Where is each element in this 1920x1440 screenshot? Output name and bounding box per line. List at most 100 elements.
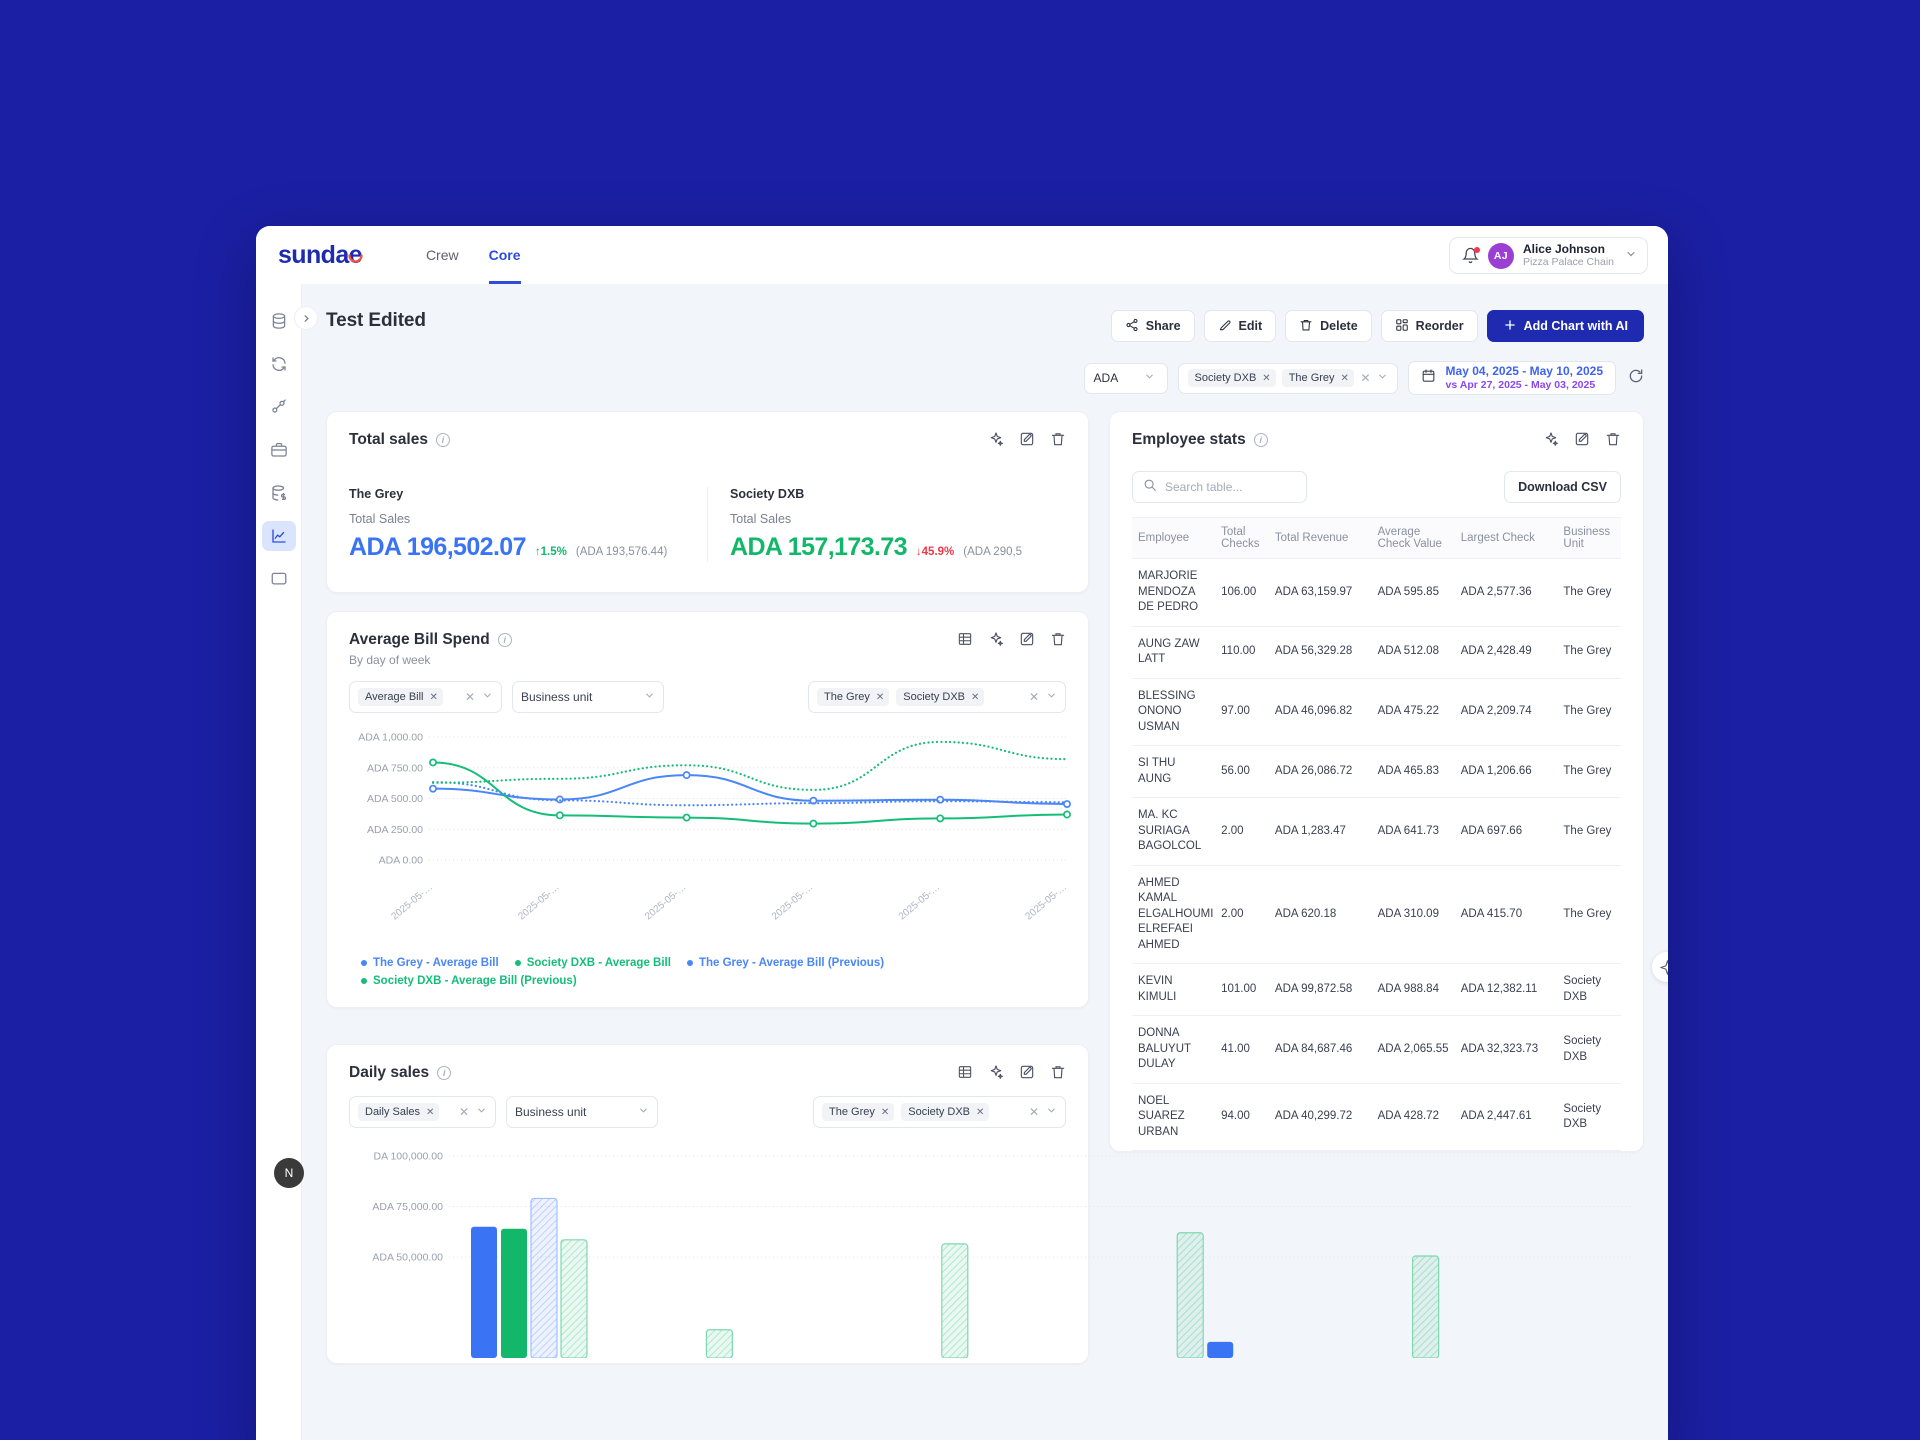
close-icon[interactable]: ✕ — [976, 1106, 985, 1118]
sidebar-expand-button[interactable] — [294, 306, 318, 330]
clear-all-icon[interactable]: ✕ — [1028, 1105, 1039, 1119]
chevron-down-icon[interactable] — [1377, 371, 1388, 385]
chevron-down-icon[interactable] — [1046, 1105, 1057, 1119]
clear-all-icon[interactable]: ✕ — [458, 1105, 469, 1119]
share-button[interactable]: Share — [1110, 310, 1195, 342]
edit-icon[interactable] — [1019, 631, 1035, 647]
table-column-header[interactable]: Largest Check — [1454, 517, 1558, 559]
ai-sparkle-icon[interactable] — [1543, 431, 1559, 447]
sidebar-item-revenue[interactable] — [262, 478, 296, 508]
table-row[interactable]: AUNG ZAW LATT 110.00 ADA 56,329.28 ADA 512.… — [1132, 626, 1621, 679]
sidebar-item-database[interactable] — [262, 306, 296, 336]
info-icon[interactable]: i — [437, 1066, 452, 1080]
chevron-down-icon[interactable] — [476, 1105, 487, 1119]
ai-sparkle-icon[interactable] — [988, 631, 1004, 647]
sidebar-item-connections[interactable] — [262, 392, 296, 422]
metric-chip[interactable]: Daily Sales ✕ — [358, 1103, 440, 1121]
ai-sparkle-icon[interactable] — [988, 431, 1004, 447]
tab-core[interactable]: Core — [488, 226, 521, 284]
chevron-down-icon[interactable] — [482, 690, 493, 704]
sundae-logo[interactable]: sundae — [278, 242, 364, 268]
business-unit-filter[interactable]: Society DXB ✕ The Grey ✕ ✕ — [1177, 362, 1398, 394]
unit-chip[interactable]: Society DXB ✕ — [901, 1103, 990, 1121]
bar[interactable] — [501, 1228, 527, 1358]
ai-sparkle-icon[interactable] — [988, 1064, 1004, 1080]
info-icon[interactable]: i — [497, 633, 512, 647]
filter-chip[interactable]: The Grey ✕ — [1281, 369, 1354, 387]
metric-chip[interactable]: Average Bill ✕ — [358, 688, 443, 706]
table-row[interactable]: DONNA BALUYUT DULAY 41.00 ADA 84,687.46 ADA… — [1132, 1015, 1621, 1084]
trash-icon[interactable] — [1050, 631, 1066, 647]
currency-select[interactable]: ADA — [1083, 362, 1168, 394]
table-column-header[interactable]: Employee — [1132, 517, 1216, 559]
legend-item[interactable]: The Grey - Average Bill — [361, 957, 499, 969]
table-row[interactable]: BLESSING ONONO USMAN 97.00 ADA 46,096.82 AD… — [1132, 678, 1621, 747]
table-column-header[interactable]: Business Unit — [1557, 517, 1621, 559]
unit-chip[interactable]: Society DXB ✕ — [896, 688, 985, 706]
table-row[interactable]: NOEL SUAREZ URBAN 94.00 ADA 40,299.72 ADA 4… — [1132, 1083, 1621, 1152]
legend-item[interactable]: Society DXB - Average Bill — [514, 957, 671, 969]
table-view-icon[interactable] — [957, 631, 973, 647]
table-view-icon[interactable] — [957, 1064, 973, 1080]
search-input[interactable] — [1165, 480, 1296, 494]
bar[interactable] — [1176, 1232, 1204, 1359]
sidebar-item-chat[interactable] — [262, 564, 296, 594]
table-row[interactable]: KEVIN KIMULI 101.00 ADA 99,872.58 ADA 988.8… — [1132, 963, 1621, 1017]
trash-icon[interactable] — [1050, 431, 1066, 447]
edit-icon[interactable] — [1019, 431, 1035, 447]
daily-sales-unit-select[interactable]: The Grey ✕ Society DXB ✕ ✕ — [813, 1096, 1066, 1128]
bar[interactable] — [941, 1243, 969, 1359]
sidebar-item-analytics[interactable] — [261, 521, 296, 551]
table-column-header[interactable]: Total Checks — [1215, 517, 1269, 559]
close-icon[interactable]: ✕ — [426, 1106, 435, 1118]
chevron-down-icon[interactable] — [1625, 248, 1637, 263]
edit-icon[interactable] — [1574, 431, 1590, 447]
close-icon[interactable]: ✕ — [429, 691, 438, 703]
download-csv-button[interactable]: Download CSV — [1504, 471, 1621, 503]
table-column-header[interactable]: Total Revenue — [1268, 517, 1372, 559]
bar[interactable] — [705, 1329, 733, 1359]
average-bill-unit-select[interactable]: The Grey ✕ Society DXB ✕ ✕ — [808, 681, 1066, 713]
bar[interactable] — [560, 1239, 588, 1359]
chevron-down-icon[interactable] — [1046, 690, 1057, 704]
user-menu[interactable]: AJ Alice Johnson Pizza Palace Chain — [1448, 237, 1648, 274]
tab-crew[interactable]: Crew — [426, 226, 459, 284]
dimension-select[interactable]: Business unit — [506, 1096, 658, 1128]
trash-icon[interactable] — [1050, 1064, 1066, 1080]
table-column-header[interactable]: Average Check Value — [1371, 517, 1455, 559]
table-row[interactable]: SI THU AUNG 56.00 ADA 26,086.72 ADA 465.83 A… — [1132, 745, 1621, 799]
close-icon[interactable]: ✕ — [880, 1106, 890, 1118]
close-icon[interactable]: ✕ — [971, 691, 980, 703]
legend-item[interactable]: Society DXB - Average Bill (Previous) — [361, 975, 577, 987]
filter-chip[interactable]: Society DXB ✕ — [1187, 369, 1276, 387]
metric-select[interactable]: Average Bill ✕ ✕ — [349, 681, 502, 713]
table-row[interactable]: MA. KC SURIAGA BAGOLCOL 2.00 ADA 1,283.47 A… — [1132, 797, 1621, 866]
edit-button[interactable]: Edit — [1203, 310, 1277, 342]
table-row[interactable]: AHMED KAMAL ELGALHOUMI ELREFAEI AHMED 2.0… — [1132, 865, 1621, 965]
notifications-bell-icon[interactable] — [1461, 246, 1480, 265]
info-icon[interactable]: i — [435, 433, 450, 447]
floating-ai-sparkle-icon[interactable] — [1652, 952, 1668, 982]
workspace-avatar[interactable]: N — [274, 1158, 304, 1188]
unit-chip[interactable]: The Grey ✕ — [822, 1103, 895, 1121]
bar[interactable] — [1411, 1255, 1440, 1359]
sidebar-item-sync[interactable] — [262, 349, 296, 379]
trash-icon[interactable] — [1605, 431, 1621, 447]
dimension-select[interactable]: Business unit — [512, 681, 664, 713]
clear-all-icon[interactable]: ✕ — [1028, 690, 1039, 704]
delete-button[interactable]: Delete — [1285, 310, 1372, 342]
clear-all-icon[interactable]: ✕ — [1360, 371, 1371, 385]
clear-all-icon[interactable]: ✕ — [464, 690, 475, 704]
bar[interactable] — [1207, 1341, 1234, 1358]
legend-item[interactable]: The Grey - Average Bill (Previous) — [686, 957, 884, 969]
metric-select[interactable]: Daily Sales ✕ ✕ — [349, 1096, 496, 1128]
add-chart-with-ai-button[interactable]: Add Chart with AI — [1486, 310, 1644, 342]
chevron-down-icon[interactable] — [644, 690, 655, 704]
close-icon[interactable]: ✕ — [1340, 372, 1349, 384]
bar[interactable] — [471, 1226, 497, 1358]
sidebar-item-business[interactable] — [262, 435, 296, 465]
refresh-icon[interactable] — [1626, 368, 1644, 389]
chevron-down-icon[interactable] — [638, 1105, 649, 1119]
close-icon[interactable]: ✕ — [1262, 372, 1271, 384]
reorder-button[interactable]: Reorder — [1380, 310, 1478, 342]
